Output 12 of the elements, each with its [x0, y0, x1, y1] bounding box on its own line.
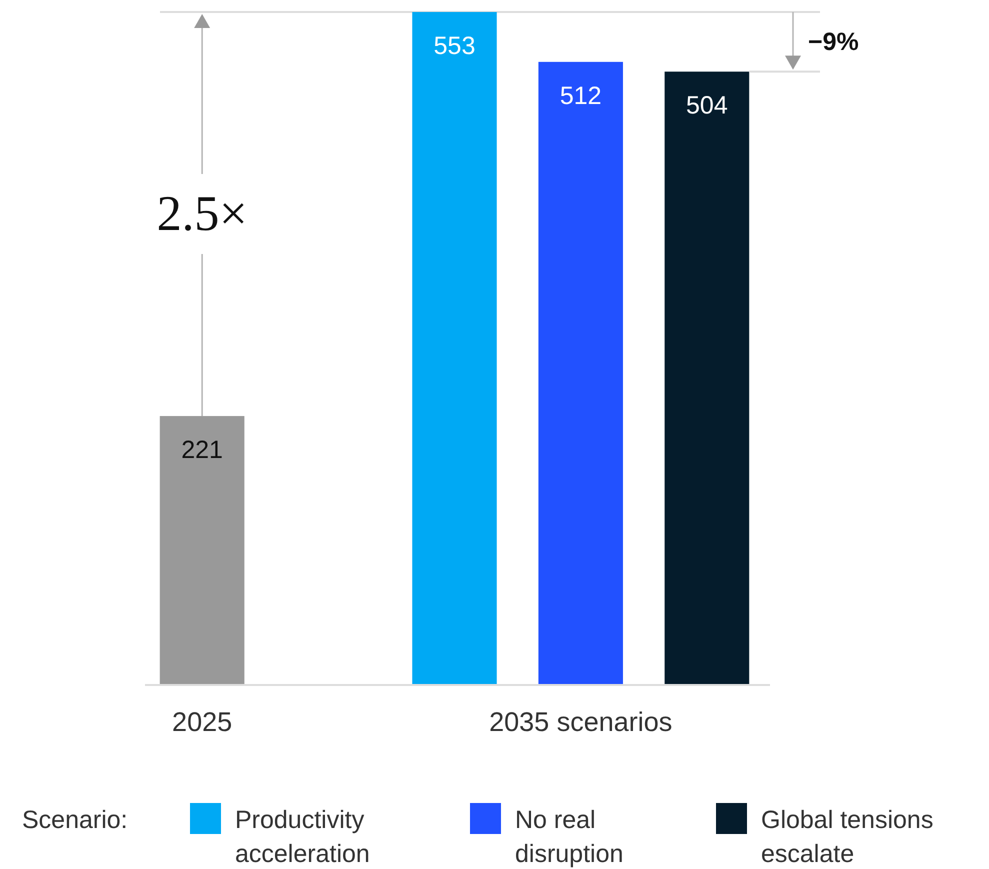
- data-label: 553: [434, 32, 476, 60]
- legend-label: No real disruption: [515, 806, 624, 868]
- data-label: 512: [560, 82, 602, 110]
- data-label: 221: [181, 436, 223, 464]
- legend-title: Scenario:: [22, 806, 128, 834]
- text: −9%: [808, 28, 859, 56]
- x-tick-label: 2025: [172, 707, 232, 737]
- annotation: 2.5×: [156, 185, 248, 242]
- data-label: 504: [686, 92, 728, 120]
- x-tick-label: 2035 scenarios: [489, 707, 672, 737]
- legend-label: Global tensions escalate: [761, 806, 934, 868]
- legend-label: Productivity acceleration: [235, 806, 370, 868]
